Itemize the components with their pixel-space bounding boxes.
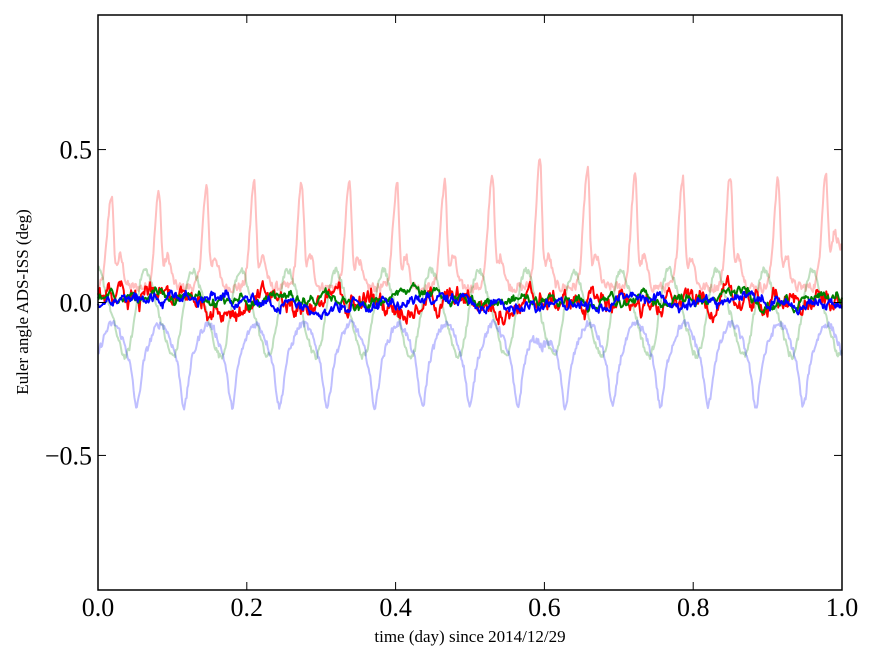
y-axis-label: Euler angle ADS-ISS (deg) (13, 209, 32, 395)
series-blue-line (97, 289, 843, 320)
x-tick-label: 0.6 (528, 593, 561, 622)
x-tick-label: 0.8 (677, 593, 710, 622)
series-green-faint-line (97, 265, 843, 361)
y-tick-label: −0.5 (45, 441, 92, 470)
x-tick-label: 0.0 (82, 593, 115, 622)
series-layer (97, 158, 843, 411)
x-tick-label: 0.2 (231, 593, 264, 622)
y-tick-label: 0.5 (60, 136, 93, 165)
x-tick-label: 0.4 (379, 593, 412, 622)
y-tick-label: 0.0 (60, 289, 93, 318)
x-tick-label: 1.0 (826, 593, 859, 622)
series-red-faint-line (97, 158, 843, 294)
ticks-layer: 0.0 0.2 0.4 0.6 0.8 1.0 −0.5 0.0 0.5 (45, 15, 858, 622)
series-blue-faint-line (97, 318, 843, 411)
x-axis-label: time (day) since 2014/12/29 (374, 627, 565, 646)
